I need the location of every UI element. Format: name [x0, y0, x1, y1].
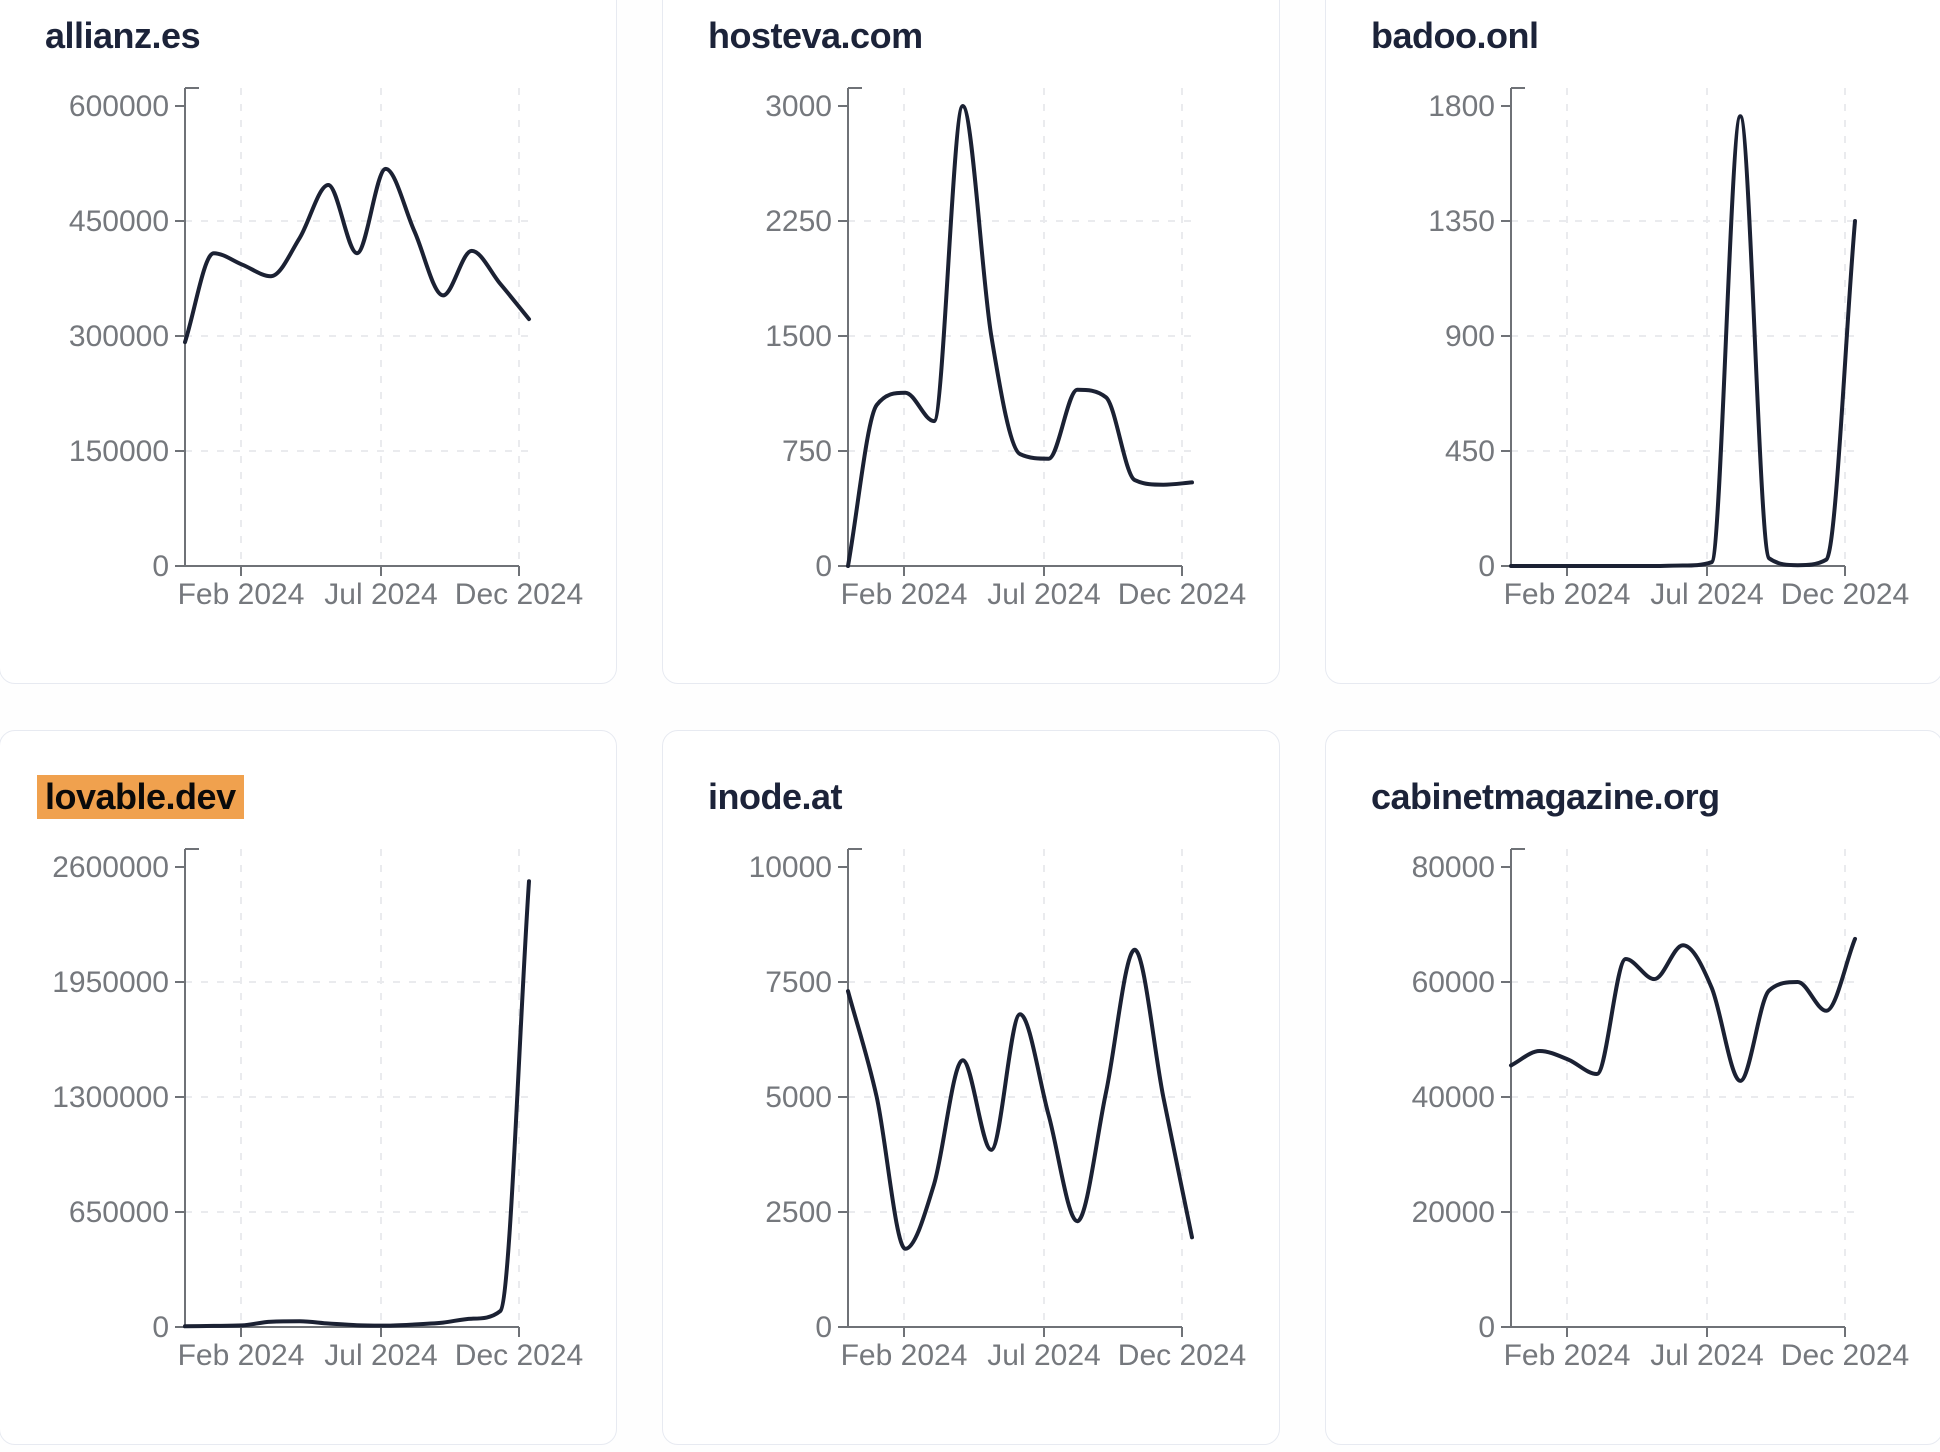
card-title: hosteva.com	[708, 16, 923, 56]
y-tick-label: 150000	[69, 435, 169, 468]
traffic-line-chart: 0 750 1500 2250 3000 Feb 2024 Jul 2024 Dec 2024	[765, 87, 1246, 611]
y-tick-label: 600000	[69, 90, 169, 123]
card-title-text: hosteva.com	[708, 15, 923, 56]
data-line	[183, 166, 531, 345]
y-tick-label: 1800	[1428, 90, 1495, 123]
card-title: cabinetmagazine.org	[1371, 777, 1720, 817]
x-tick-label: Jul 2024	[1650, 578, 1763, 611]
x-tick-label: Dec 2024	[1781, 578, 1909, 611]
x-tick-label: Dec 2024	[1118, 1339, 1246, 1372]
y-tick-label: 2250	[765, 205, 832, 238]
y-tick-label: 450	[1445, 435, 1495, 468]
y-tick-label: 40000	[1412, 1081, 1495, 1114]
data-line	[1509, 936, 1857, 1083]
x-tick-label: Feb 2024	[1504, 1339, 1631, 1372]
card-title: inode.at	[708, 776, 843, 817]
x-tick-label: Jul 2024	[324, 578, 437, 611]
y-tick-label: 750	[782, 435, 832, 468]
x-tick-label: Jul 2024	[324, 1339, 437, 1372]
y-tick-label: 0	[1478, 550, 1495, 583]
y-tick-label: 10000	[749, 851, 832, 884]
card-title-text: inode.at	[708, 776, 843, 817]
domain-card-lovable-dev: lovable.dev 0 650000 1300000 1950000 2600000…	[0, 730, 617, 1445]
y-tick-label: 1300000	[52, 1081, 169, 1114]
x-tick-label: Dec 2024	[455, 1339, 583, 1372]
data-line	[1509, 114, 1857, 568]
y-tick-label: 7500	[765, 966, 832, 999]
y-tick-label: 0	[152, 550, 169, 583]
card-title-text: lovable.dev	[37, 775, 244, 819]
domain-card-cabinetmagazine-org: cabinetmagazine.org 0 20000 40000 60000 8000…	[1325, 730, 1940, 1445]
card-title-text: cabinetmagazine.org	[1371, 776, 1720, 817]
y-tick-label: 450000	[69, 205, 169, 238]
traffic-line-chart: 0 650000 1300000 1950000 2600000 Feb 2024 Jul …	[52, 848, 583, 1372]
y-tick-label: 900	[1445, 320, 1495, 353]
domain-card-inode-at: inode.at 0 2500 5000 7500 10000 Feb 2024 Jul 2…	[662, 730, 1280, 1445]
card-title-text: badoo.onl	[1371, 15, 1539, 56]
domain-card-allianz-es: allianz.es 0 150000 300000 450000 600000 Feb …	[0, 0, 617, 684]
y-tick-label: 2500	[765, 1196, 832, 1229]
y-tick-label: 5000	[765, 1081, 832, 1114]
x-tick-label: Feb 2024	[841, 578, 968, 611]
traffic-line-chart: 0 450 900 1350 1800 Feb 2024 Jul 2024 Dec 2024	[1428, 87, 1909, 611]
card-title-text: allianz.es	[45, 15, 201, 56]
data-line	[846, 947, 1194, 1251]
card-title: allianz.es	[45, 15, 201, 56]
traffic-line-chart: 0 2500 5000 7500 10000 Feb 2024 Jul 2024 Dec 20…	[749, 848, 1246, 1372]
x-tick-label: Feb 2024	[841, 1339, 968, 1372]
domain-card-hosteva-com: hosteva.com 0 750 1500 2250 3000 Feb 2024 Jul …	[662, 0, 1280, 684]
traffic-line-chart: 0 150000 300000 450000 600000 Feb 2024 Jul 202…	[69, 87, 583, 611]
data-line	[846, 104, 1194, 568]
x-tick-label: Dec 2024	[1118, 578, 1246, 611]
x-tick-label: Dec 2024	[1781, 1339, 1909, 1372]
y-tick-label: 60000	[1412, 966, 1495, 999]
x-tick-label: Dec 2024	[455, 578, 583, 611]
traffic-line-chart: 0 20000 40000 60000 80000 Feb 2024 Jul 2024 Dec…	[1412, 848, 1909, 1372]
y-tick-label: 300000	[69, 320, 169, 353]
card-title: badoo.onl	[1371, 15, 1539, 56]
y-tick-label: 0	[152, 1311, 169, 1344]
y-tick-label: 0	[1478, 1311, 1495, 1344]
x-tick-label: Jul 2024	[987, 578, 1100, 611]
x-tick-label: Jul 2024	[987, 1339, 1100, 1372]
x-tick-label: Jul 2024	[1650, 1339, 1763, 1372]
x-tick-label: Feb 2024	[1504, 578, 1631, 611]
y-tick-label: 650000	[69, 1196, 169, 1229]
y-tick-label: 1350	[1428, 205, 1495, 238]
y-tick-label: 0	[815, 550, 832, 583]
y-tick-label: 0	[815, 1311, 832, 1344]
x-tick-label: Feb 2024	[178, 578, 305, 611]
y-tick-label: 20000	[1412, 1196, 1495, 1229]
y-tick-label: 1950000	[52, 966, 169, 999]
y-tick-label: 3000	[765, 90, 832, 123]
domain-card-badoo-onl: badoo.onl 0 450 900 1350 1800 Feb 2024 Jul 202…	[1325, 0, 1940, 684]
y-tick-label: 80000	[1412, 851, 1495, 884]
y-tick-label: 2600000	[52, 851, 169, 884]
card-title: lovable.dev	[37, 775, 244, 819]
data-line	[183, 879, 531, 1329]
y-tick-label: 1500	[765, 320, 832, 353]
x-tick-label: Feb 2024	[178, 1339, 305, 1372]
